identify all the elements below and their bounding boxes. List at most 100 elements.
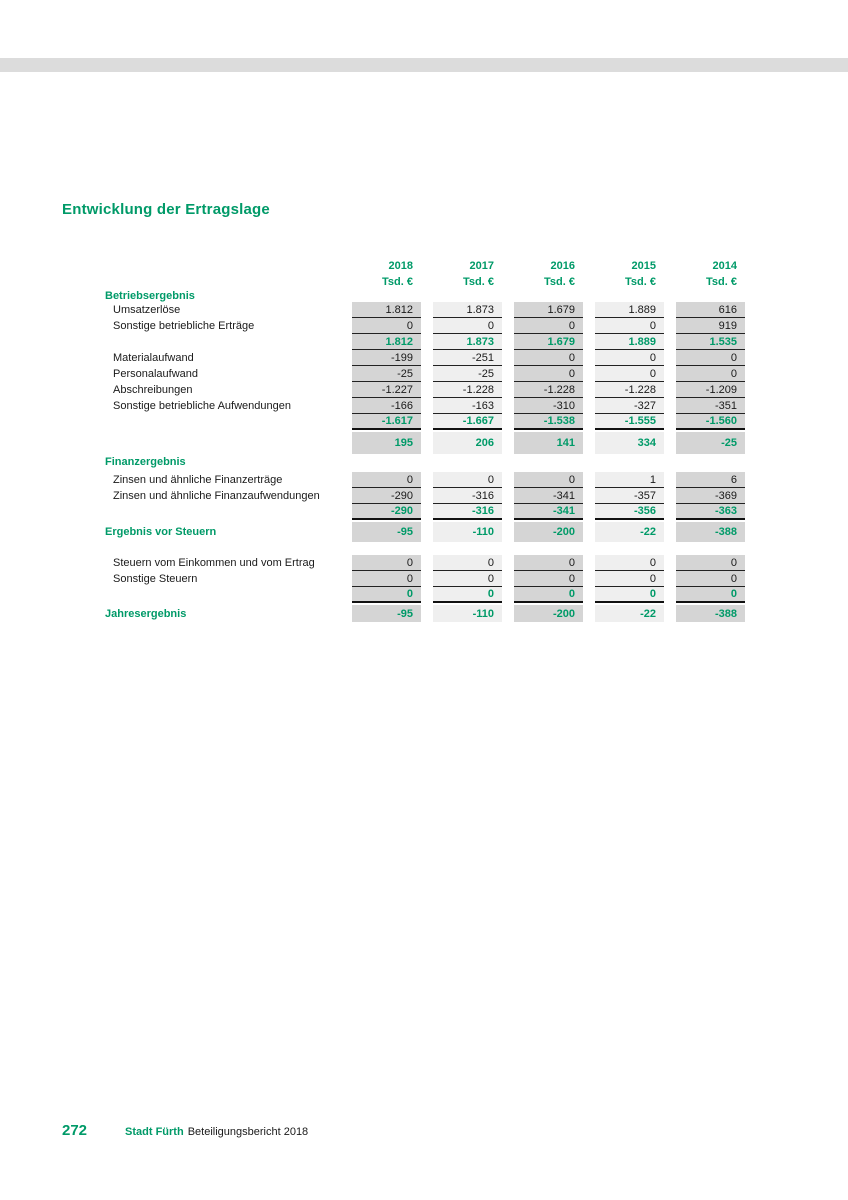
table-row: Personalaufwand -25 -25 0 0 0 [0,366,848,382]
row-label: Sonstige betriebliche Aufwendungen [113,400,291,412]
value-cell: 0 [352,587,421,603]
year-header: 2016 [550,260,575,272]
value-cell: 0 [595,366,664,382]
row-label: Sonstige Steuern [113,573,198,585]
table-row: Ergebnis vor Steuern -95 -110 -200 -22 -388 [0,522,848,542]
row-label: Betriebsergebnis [105,290,195,302]
value-cell: 0 [514,571,583,587]
value-cell: 0 [352,555,421,571]
row-label: Zinsen und ähnliche Finanzaufwendungen [113,490,320,502]
value-cell: -22 [595,522,664,542]
value-cell: -200 [514,605,583,622]
value-cell: 195 [352,432,421,454]
value-cell: 141 [514,432,583,454]
value-cell: 206 [433,432,502,454]
footer-report-title: Beteiligungsbericht 2018 [187,1126,309,1138]
row-label: Personalaufwand [113,368,199,380]
table-row: -1.617 -1.667 -1.538 -1.555 -1.560 [0,414,848,430]
row-label: Zinsen und ähnliche Finanzerträge [113,474,283,486]
value-cell: -1.560 [676,414,745,430]
table-row: Umsatzerlöse 1.812 1.873 1.679 1.889 616 [0,302,848,318]
value-cell: 0 [514,472,583,488]
value-cell: -341 [514,504,583,520]
value-cell: -25 [676,432,745,454]
value-cell: 0 [433,555,502,571]
value-cell: 0 [514,318,583,334]
value-cell: -369 [676,488,745,504]
table-row: Zinsen und ähnliche Finanzaufwendungen -2… [0,488,848,504]
value-cell: -1.228 [514,382,583,398]
table-row: Finanzergebnis [0,455,848,469]
value-cell: -327 [595,398,664,414]
value-cell: -1.555 [595,414,664,430]
value-cell: 0 [352,318,421,334]
year-header: 2014 [712,260,737,272]
value-cell: 1.812 [352,334,421,350]
value-cell: -341 [514,488,583,504]
year-header: 2015 [631,260,656,272]
value-cell: -95 [352,605,421,622]
value-cell: 0 [676,555,745,571]
value-cell: 0 [676,350,745,366]
value-cell: 0 [433,318,502,334]
value-cell: -356 [595,504,664,520]
page-number: 272 [62,1122,88,1139]
value-cell: 0 [676,366,745,382]
table-row: 1.812 1.873 1.679 1.889 1.535 [0,334,848,350]
value-cell: -110 [433,605,502,622]
row-label: Materialaufwand [113,352,194,364]
value-cell: 0 [433,587,502,603]
value-cell: 334 [595,432,664,454]
table-row: Sonstige betriebliche Erträge 0 0 0 0 919 [0,318,848,334]
value-cell: 1.679 [514,302,583,318]
value-cell: -251 [433,350,502,366]
year-header: 2018 [388,260,413,272]
value-cell: -1.209 [676,382,745,398]
value-cell: -1.667 [433,414,502,430]
value-cell: -357 [595,488,664,504]
table-row: -290 -316 -341 -356 -363 [0,504,848,520]
value-cell: -310 [514,398,583,414]
table-row: Jahresergebnis -95 -110 -200 -22 -388 [0,605,848,622]
value-cell: 0 [595,350,664,366]
value-cell: 1.889 [595,302,664,318]
value-cell: -363 [676,504,745,520]
value-cell: 0 [595,555,664,571]
value-cell: 919 [676,318,745,334]
value-cell: -22 [595,605,664,622]
value-cell: 1.535 [676,334,745,350]
value-cell: 0 [514,350,583,366]
value-cell: 0 [352,571,421,587]
value-cell: 616 [676,302,745,318]
value-cell: 0 [676,571,745,587]
unit-header: Tsd. € [706,276,737,288]
value-cell: -1.617 [352,414,421,430]
value-cell: -1.538 [514,414,583,430]
value-cell: -351 [676,398,745,414]
value-cell: 0 [595,587,664,603]
table-row: Sonstige betriebliche Aufwendungen -166 -1… [0,398,848,414]
unit-header: Tsd. € [625,276,656,288]
value-cell: 0 [433,571,502,587]
value-cell: 1.873 [433,334,502,350]
row-label: Sonstige betriebliche Erträge [113,320,255,332]
unit-header: Tsd. € [544,276,575,288]
value-cell: 0 [595,571,664,587]
row-label: Abschreibungen [113,384,193,396]
value-cell: -290 [352,488,421,504]
footer: 272 Stadt Fürth Beteiligungsbericht 2018 [62,1122,308,1139]
value-cell: 0 [514,555,583,571]
table-row: Zinsen und ähnliche Finanzerträge 0 0 0 1 6 [0,472,848,488]
table-row: Abschreibungen -1.227 -1.228 -1.228 -1.228 -1… [0,382,848,398]
value-cell: -199 [352,350,421,366]
row-label: Steuern vom Einkommen und vom Ertrag [113,557,315,569]
value-cell: 6 [676,472,745,488]
value-cell: -290 [352,504,421,520]
value-cell: 1 [595,472,664,488]
table-row: Materialaufwand -199 -251 0 0 0 [0,350,848,366]
value-cell: -1.228 [595,382,664,398]
table-row: Sonstige Steuern 0 0 0 0 0 [0,571,848,587]
value-cell: -166 [352,398,421,414]
year-header: 2017 [469,260,494,272]
